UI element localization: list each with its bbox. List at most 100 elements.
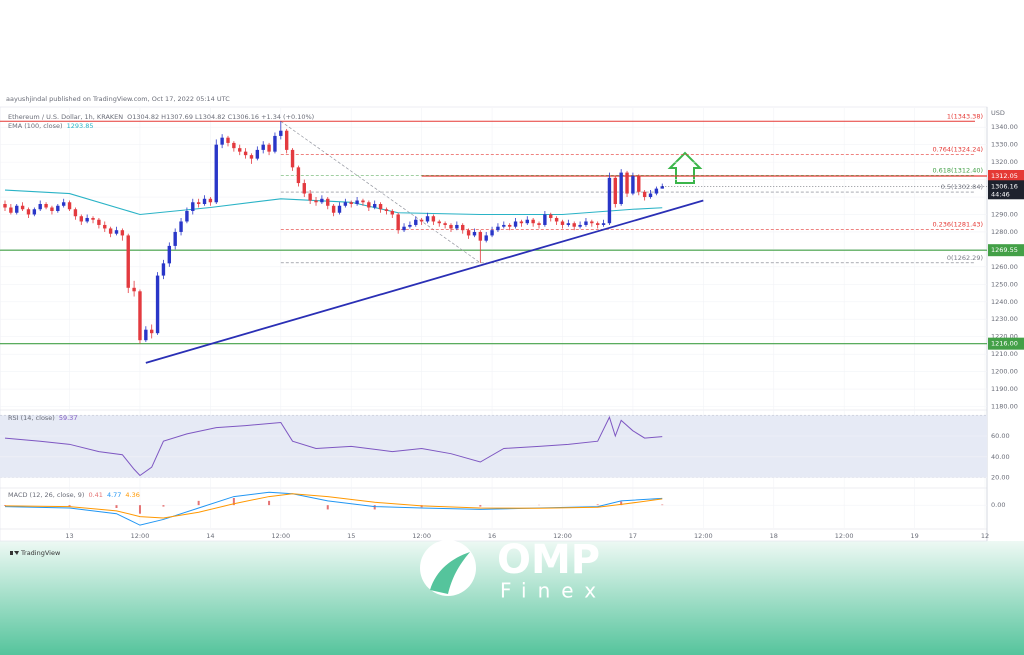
candle-body bbox=[402, 226, 406, 231]
candle-body bbox=[531, 219, 535, 224]
candle-body bbox=[120, 230, 125, 236]
candle-body bbox=[472, 231, 477, 236]
candle-body bbox=[361, 200, 365, 203]
y-tick-label: 1190.00 bbox=[991, 385, 1018, 393]
y-tick-label: 40.00 bbox=[991, 453, 1010, 461]
candle-body bbox=[67, 202, 72, 210]
x-tick-label: 12:00 bbox=[131, 532, 150, 540]
candle-body bbox=[26, 209, 31, 215]
candle-body bbox=[455, 224, 459, 229]
macd-histogram-bar bbox=[138, 505, 141, 514]
x-tick-label: 12 bbox=[981, 532, 989, 540]
candle-body bbox=[314, 200, 318, 203]
candle-body bbox=[226, 137, 230, 143]
header: aayushjindal published on TradingView.co… bbox=[6, 95, 230, 103]
candle-body bbox=[537, 223, 541, 225]
fib-level-label: 0.236(1281.43) bbox=[932, 220, 983, 228]
macd-histogram-bar bbox=[4, 505, 6, 506]
y-tick-label: 1200.00 bbox=[991, 368, 1018, 376]
candle-body bbox=[91, 217, 95, 220]
candle-body bbox=[437, 221, 441, 224]
candle-body bbox=[390, 210, 395, 215]
countdown-label: 44:46 bbox=[991, 190, 1010, 198]
macd-histogram-bar bbox=[268, 500, 271, 506]
candle-body bbox=[601, 223, 606, 225]
candle-body bbox=[32, 209, 37, 215]
macd-histogram-bar bbox=[197, 500, 200, 506]
candle-body bbox=[549, 214, 553, 218]
candle-body bbox=[161, 263, 166, 276]
candle-body bbox=[637, 176, 641, 192]
candle-body bbox=[114, 230, 119, 234]
candle-body bbox=[279, 130, 283, 136]
candle-body bbox=[290, 149, 295, 168]
candle-body bbox=[378, 204, 383, 210]
macd-histogram-bar bbox=[596, 504, 599, 506]
macd-histogram-bar bbox=[661, 504, 664, 506]
legend-value: 59.37 bbox=[59, 414, 78, 422]
candle-body bbox=[249, 155, 254, 159]
candle-body bbox=[132, 287, 136, 292]
candle-body bbox=[326, 198, 330, 206]
candle-body bbox=[373, 204, 377, 208]
candle-body bbox=[243, 151, 248, 156]
candle-body bbox=[584, 221, 588, 225]
legend-value: 4.36 bbox=[125, 491, 139, 499]
x-tick-label: 12:00 bbox=[835, 532, 854, 540]
candle-body bbox=[103, 224, 107, 229]
fib-level-label: 0(1262.29) bbox=[947, 254, 983, 262]
footer-band bbox=[0, 541, 1024, 655]
candle-body bbox=[337, 205, 342, 213]
candle-body bbox=[619, 172, 623, 205]
tradingview-icon bbox=[10, 551, 19, 555]
legend-value: 0.41 bbox=[88, 491, 102, 499]
currency-label: USD bbox=[991, 109, 1005, 117]
candle-body bbox=[196, 202, 201, 205]
candle-body bbox=[3, 204, 7, 208]
macd-histogram-bar bbox=[115, 505, 118, 508]
price-tag bbox=[988, 244, 1024, 257]
candle-body bbox=[220, 137, 224, 145]
y-tick-label: 1280.00 bbox=[991, 228, 1018, 236]
candle-body bbox=[414, 219, 418, 225]
trendline bbox=[145, 199, 704, 364]
candle-body bbox=[44, 204, 48, 208]
legend-title: MACD (12, 26, close, 9) bbox=[8, 491, 84, 499]
candle-body bbox=[566, 223, 571, 225]
candle-body bbox=[296, 167, 301, 184]
price-tag-label: 1269.55 bbox=[991, 246, 1018, 254]
candle-body bbox=[507, 224, 512, 227]
candle-body bbox=[261, 144, 265, 150]
candle-body bbox=[496, 226, 500, 231]
candle-body bbox=[449, 224, 453, 229]
candle-body bbox=[631, 176, 635, 194]
candle-body bbox=[185, 210, 189, 222]
candle-body bbox=[273, 135, 277, 152]
legend-title: Ethereum / U.S. Dollar, 1h, KRAKEN bbox=[8, 113, 123, 121]
candle-body bbox=[408, 224, 412, 227]
candle-body bbox=[466, 230, 471, 236]
y-tick-label: 1230.00 bbox=[991, 315, 1018, 323]
legend-value: 1293.85 bbox=[67, 122, 94, 130]
candle-body bbox=[543, 214, 547, 225]
candle-body bbox=[9, 207, 13, 213]
candle-body bbox=[320, 198, 324, 203]
legend-title: RSI (14, close) bbox=[8, 414, 55, 422]
candle-body bbox=[85, 217, 89, 222]
brand-sub: Finex bbox=[500, 579, 607, 603]
candle-body bbox=[367, 202, 371, 208]
candle-body bbox=[519, 221, 524, 224]
candle-body bbox=[126, 235, 130, 288]
legend-title: EMA (100, close) bbox=[8, 122, 63, 130]
macd-histogram-bar bbox=[479, 505, 482, 507]
candle-body bbox=[167, 245, 172, 264]
candle-body bbox=[431, 216, 436, 222]
y-tick-label: 1260.00 bbox=[991, 263, 1018, 271]
x-tick-label: 12:00 bbox=[412, 532, 431, 540]
candle-body bbox=[15, 205, 19, 213]
tradingview-logo: TradingView bbox=[20, 549, 61, 557]
candle-body bbox=[173, 231, 177, 246]
last-price-tag bbox=[988, 180, 1024, 200]
x-tick-label: 18 bbox=[770, 532, 778, 540]
